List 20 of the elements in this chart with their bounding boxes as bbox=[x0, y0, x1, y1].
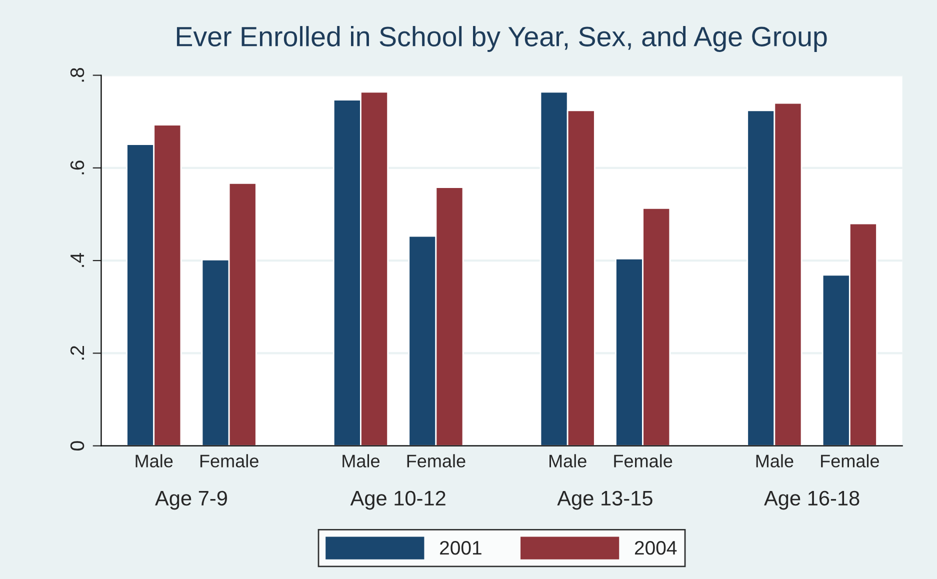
text: Age 7-9 bbox=[155, 490, 227, 510]
text: Age 10-12 bbox=[350, 490, 446, 510]
x-tick-label: Male bbox=[342, 454, 380, 468]
legend-label: 2004 bbox=[634, 540, 677, 555]
x-tick-label: Male bbox=[550, 454, 586, 468]
y-tick-label: .6 bbox=[70, 160, 84, 174]
x-tick-label: Male bbox=[136, 454, 173, 468]
x-tick-label: Female bbox=[200, 454, 258, 468]
x-tick-label: Female bbox=[821, 454, 879, 468]
x-tick-label: Female bbox=[407, 454, 466, 468]
text: Age 13-15 bbox=[557, 490, 652, 510]
y-tick-label: .8 bbox=[70, 68, 84, 82]
text: Age 16-18 bbox=[764, 490, 860, 510]
chart-title: Ever Enrolled in School by Year, Sex, and Age Group bbox=[176, 26, 827, 52]
x-tick-label: Male bbox=[756, 454, 794, 468]
x-tick-label: Female bbox=[614, 454, 672, 468]
y-tick-label: 0 bbox=[70, 441, 84, 450]
y-tick-label: .4 bbox=[70, 253, 84, 267]
y-tick-label: .2 bbox=[70, 346, 84, 360]
legend-label: 2001 bbox=[440, 540, 482, 555]
